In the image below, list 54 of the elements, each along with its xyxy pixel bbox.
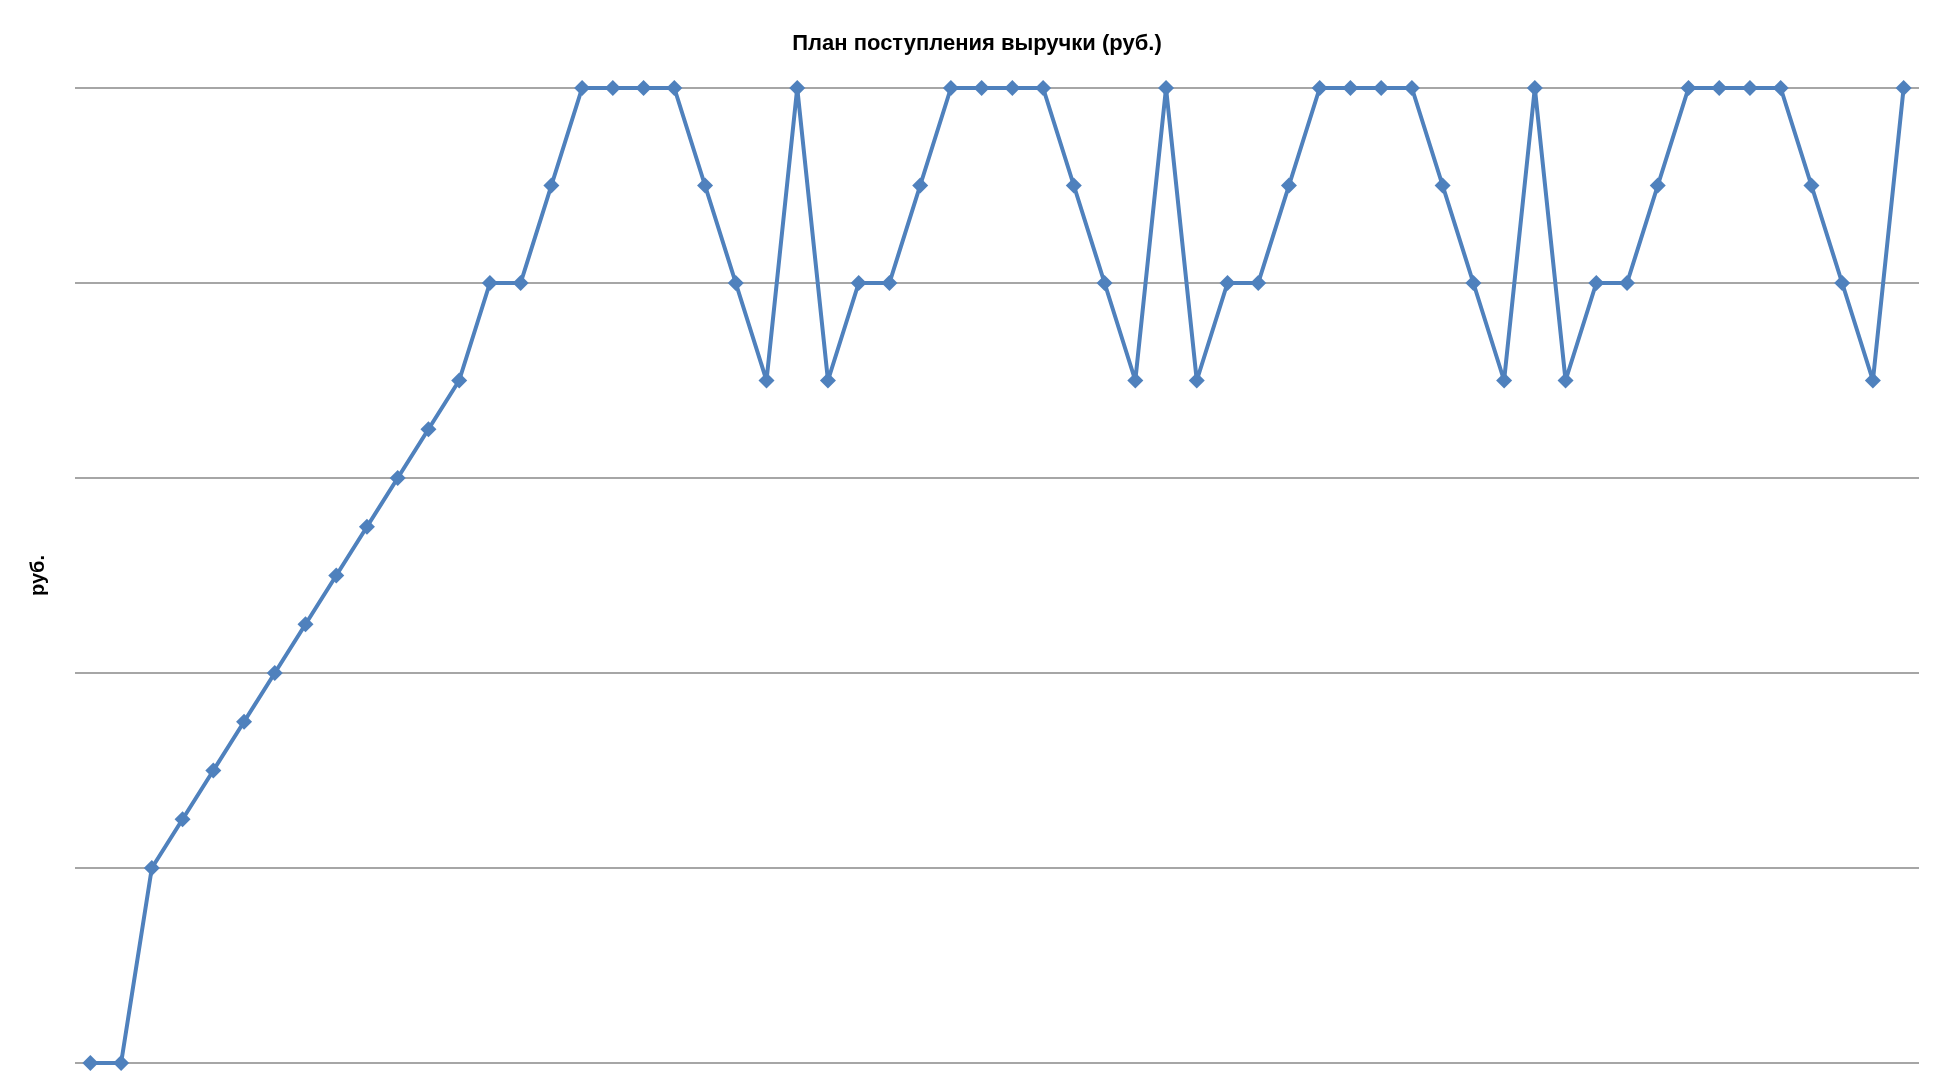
- point: [1250, 275, 1267, 291]
- point: [912, 177, 929, 194]
- point: [481, 275, 498, 291]
- point: [420, 421, 437, 438]
- point: [174, 811, 191, 828]
- point: [635, 80, 652, 96]
- point: [881, 275, 898, 291]
- point: [1895, 80, 1912, 96]
- point: [1096, 275, 1113, 291]
- point: [358, 518, 375, 535]
- point: [1526, 80, 1543, 96]
- point: [113, 1055, 130, 1071]
- point: [1342, 80, 1359, 96]
- point: [297, 616, 314, 633]
- point: [973, 80, 990, 96]
- chart-title: План поступления выручки (руб.): [792, 29, 1162, 55]
- point: [143, 860, 160, 876]
- point: [1803, 177, 1820, 194]
- point: [1035, 80, 1052, 96]
- point: [1496, 372, 1513, 389]
- point: [1772, 80, 1789, 96]
- point: [1864, 372, 1881, 389]
- point: [1834, 275, 1851, 291]
- point: [666, 80, 683, 96]
- point: [850, 275, 867, 291]
- point: [1680, 80, 1697, 96]
- point: [1649, 177, 1666, 194]
- point: [1711, 80, 1728, 96]
- point: [236, 713, 253, 730]
- point: [512, 275, 529, 291]
- point: [727, 275, 744, 291]
- point: [1219, 275, 1236, 291]
- point: [1434, 177, 1451, 194]
- point: [389, 470, 406, 486]
- point: [543, 177, 560, 194]
- point: [1311, 80, 1328, 96]
- point: [1004, 80, 1021, 96]
- point: [789, 80, 806, 96]
- point: [266, 665, 283, 681]
- point: [819, 372, 836, 389]
- point: [328, 567, 345, 584]
- y-axis-title: руб.: [26, 555, 48, 596]
- point: [451, 372, 468, 389]
- point: [1619, 275, 1636, 291]
- point: [1280, 177, 1297, 194]
- point: [82, 1055, 99, 1071]
- point: [697, 177, 714, 194]
- point: [942, 80, 959, 96]
- point: [205, 762, 222, 779]
- point: [1588, 275, 1605, 291]
- point: [1465, 275, 1482, 291]
- point: [1188, 372, 1205, 389]
- point: [1065, 177, 1082, 194]
- point: [1158, 80, 1175, 96]
